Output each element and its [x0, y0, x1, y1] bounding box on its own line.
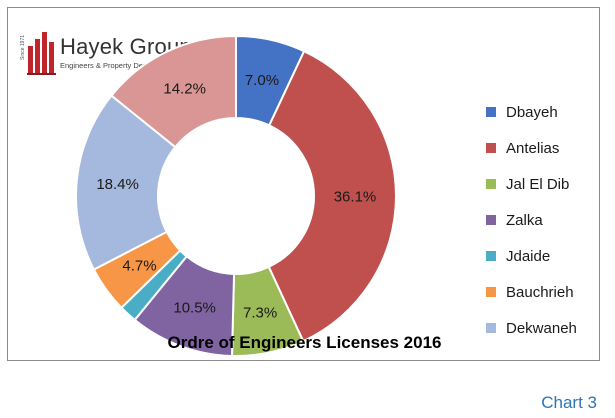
legend-swatch [486, 143, 496, 153]
donut-slice-dekwaneh [75, 94, 177, 271]
legend-label: Antelias [506, 139, 560, 157]
legend-swatch [486, 215, 496, 225]
figure-caption: Chart 3 [541, 393, 597, 412]
legend-item: Jdaide [486, 238, 577, 274]
logo-tagline: Engineers & Property Developers [60, 61, 172, 70]
legend-swatch [486, 107, 496, 117]
chart-legend: Dbayeh Antelias Jal El Dib Zalka Jdaide Bauch… [486, 94, 577, 346]
chart-title: Ordre of Engineers Licenses 2016 [167, 333, 442, 352]
legend-label: Dbayeh [506, 103, 558, 121]
legend-item: Antelias [486, 130, 577, 166]
legend-swatch [486, 179, 496, 189]
legend-swatch [486, 287, 496, 297]
donut-slice-antelias [267, 49, 397, 343]
legend-swatch [486, 323, 496, 333]
slice-label-jal-el-dib: 7.3% [243, 305, 277, 322]
slice-label-dekwaneh: 18.4% [96, 176, 139, 193]
legend-label: Bauchrieh [506, 283, 574, 301]
legend-item: Dbayeh [486, 94, 577, 130]
donut-slice-other [110, 34, 237, 149]
chart-frame: Hayek Group Engineers & Property Develop… [7, 7, 600, 361]
building-logo-icon [27, 32, 56, 75]
donut-chart: 7.0% 36.1% 7.3% 10.5% 4.7% 18.4% 14.2% [75, 34, 397, 357]
legend-label: Jal El Dib [506, 175, 570, 193]
legend-item: Jal El Dib [486, 166, 577, 202]
legend-swatch [486, 251, 496, 261]
legend-item: Bauchrieh [486, 274, 577, 310]
slice-label-dbayeh: 7.0% [245, 72, 279, 89]
legend-label: Jdaide [506, 247, 551, 265]
legend-item: Dekwaneh [486, 310, 577, 346]
legend-label: Zalka [506, 211, 543, 229]
slice-label-other: 14.2% [163, 81, 206, 98]
legend-item: Zalka [486, 202, 577, 238]
slice-label-zalka: 10.5% [173, 300, 216, 317]
slice-label-antelias: 36.1% [334, 188, 377, 205]
legend-label: Dekwaneh [506, 319, 577, 337]
slice-label-bauchrieh: 4.7% [122, 258, 156, 275]
